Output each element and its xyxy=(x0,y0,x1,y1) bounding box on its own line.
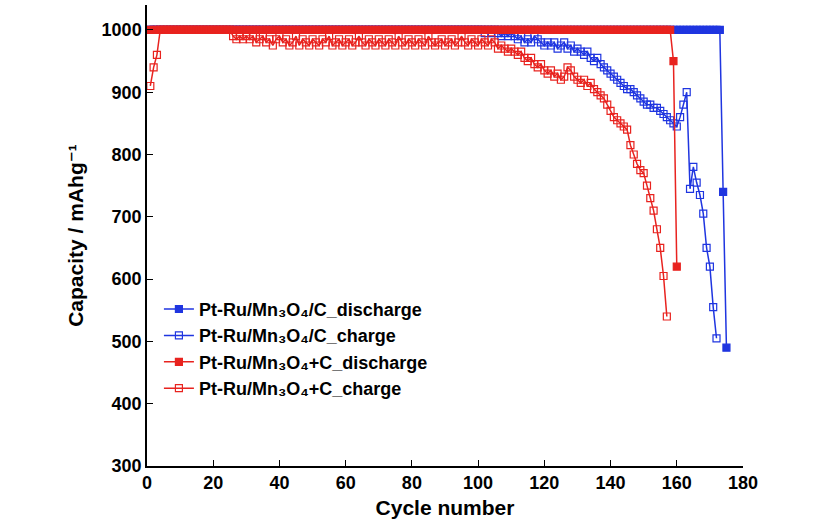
svg-text:80: 80 xyxy=(402,473,422,493)
svg-text:Pt-Ru/Mn₃O₄+C_discharge: Pt-Ru/Mn₃O₄+C_discharge xyxy=(199,353,427,373)
svg-text:Pt-Ru/Mn₃O₄/C_discharge: Pt-Ru/Mn₃O₄/C_discharge xyxy=(199,300,422,320)
svg-text:100: 100 xyxy=(463,473,493,493)
svg-text:800: 800 xyxy=(112,145,142,165)
svg-text:120: 120 xyxy=(529,473,559,493)
svg-text:60: 60 xyxy=(336,473,356,493)
svg-text:Pt-Ru/Mn₃O₄/C_charge: Pt-Ru/Mn₃O₄/C_charge xyxy=(199,326,396,346)
svg-text:700: 700 xyxy=(112,207,142,227)
svg-text:400: 400 xyxy=(112,394,142,414)
svg-text:160: 160 xyxy=(662,473,692,493)
svg-text:40: 40 xyxy=(269,473,289,493)
svg-text:180: 180 xyxy=(728,473,758,493)
svg-text:300: 300 xyxy=(112,456,142,476)
svg-text:500: 500 xyxy=(112,332,142,352)
svg-text:20: 20 xyxy=(203,473,223,493)
svg-text:1000: 1000 xyxy=(102,20,142,40)
svg-text:600: 600 xyxy=(112,269,142,289)
svg-text:140: 140 xyxy=(596,473,626,493)
svg-text:0: 0 xyxy=(142,473,152,493)
svg-text:900: 900 xyxy=(112,83,142,103)
svg-text:Cycle number: Cycle number xyxy=(376,496,515,519)
svg-text:Pt-Ru/Mn₃O₄+C_charge: Pt-Ru/Mn₃O₄+C_charge xyxy=(199,379,401,399)
svg-text:Capacity / mAhg⁻¹: Capacity / mAhg⁻¹ xyxy=(64,144,87,327)
